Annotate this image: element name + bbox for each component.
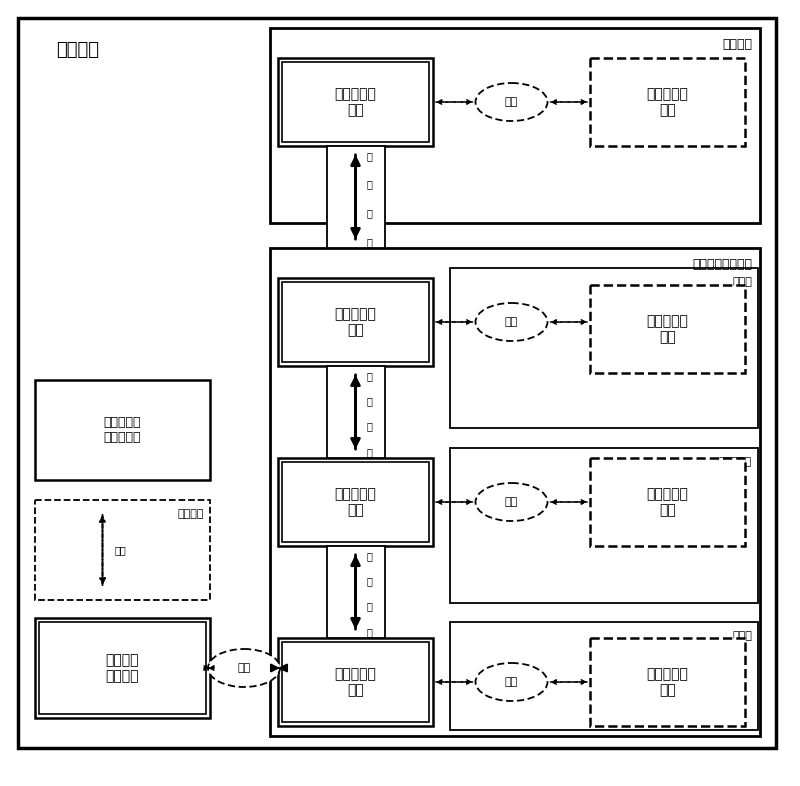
Text: 网络层移动
代理: 网络层移动 代理 <box>646 314 689 344</box>
Bar <box>282 462 429 542</box>
Bar <box>450 268 758 428</box>
Bar <box>590 638 745 726</box>
Text: 应用层静止
代理: 应用层静止 代理 <box>334 87 377 117</box>
Text: 理: 理 <box>366 180 373 189</box>
Text: 物理层: 物理层 <box>732 631 752 641</box>
Bar <box>278 458 433 546</box>
Text: 位置管理: 位置管理 <box>178 509 204 519</box>
Bar <box>278 638 433 726</box>
Bar <box>35 380 210 480</box>
Bar <box>270 248 760 736</box>
Text: 理: 理 <box>366 576 373 586</box>
Bar <box>450 448 758 603</box>
Bar <box>450 622 758 730</box>
Ellipse shape <box>208 649 280 687</box>
Text: 物理层移动
代理: 物理层移动 代理 <box>646 667 689 697</box>
Text: 交互: 交互 <box>238 663 250 673</box>
Text: 管: 管 <box>366 551 373 561</box>
Bar <box>326 366 385 458</box>
Text: 卫星实体: 卫星实体 <box>57 41 99 59</box>
Text: 区: 区 <box>366 421 373 432</box>
Bar <box>590 458 745 546</box>
Text: 同步: 同步 <box>114 545 126 555</box>
Bar <box>282 282 429 362</box>
Text: 域: 域 <box>366 447 373 457</box>
Text: 通信管理静止代理: 通信管理静止代理 <box>692 258 752 270</box>
Bar <box>39 622 206 714</box>
Bar <box>35 618 210 718</box>
Text: 域: 域 <box>366 237 373 247</box>
Text: 网络层静止
代理: 网络层静止 代理 <box>334 307 377 337</box>
Ellipse shape <box>475 83 547 121</box>
Text: 区: 区 <box>366 208 373 219</box>
Bar <box>282 642 429 722</box>
Text: 业务模块: 业务模块 <box>722 38 752 50</box>
Text: 管: 管 <box>366 151 373 161</box>
Text: 应用层移动
代理: 应用层移动 代理 <box>646 87 689 117</box>
Text: 交互: 交互 <box>505 677 518 687</box>
Bar <box>326 146 385 248</box>
Bar <box>590 58 745 146</box>
Bar <box>590 285 745 373</box>
Bar <box>278 58 433 146</box>
Ellipse shape <box>475 303 547 341</box>
Text: 链路层移动
代理: 链路层移动 代理 <box>646 487 689 517</box>
Bar <box>282 62 429 142</box>
Ellipse shape <box>475 663 547 701</box>
Bar <box>270 28 760 223</box>
Ellipse shape <box>475 483 547 521</box>
Text: 理: 理 <box>366 396 373 406</box>
Text: 交互: 交互 <box>505 497 518 507</box>
Bar <box>326 546 385 638</box>
Text: 管: 管 <box>366 371 373 381</box>
Text: 物理层静止
代理: 物理层静止 代理 <box>334 667 377 697</box>
Text: 网络层: 网络层 <box>732 277 752 287</box>
Text: 域: 域 <box>366 627 373 637</box>
Text: 地面监控中
心移动代理: 地面监控中 心移动代理 <box>104 416 142 444</box>
Bar <box>278 278 433 366</box>
Text: 数据链路层: 数据链路层 <box>719 457 752 467</box>
Bar <box>35 500 210 600</box>
Text: 区: 区 <box>366 601 373 612</box>
Text: 交互: 交互 <box>505 317 518 327</box>
Text: 位置管理
静止代理: 位置管理 静止代理 <box>106 653 139 683</box>
Text: 交互: 交互 <box>505 97 518 107</box>
Text: 链路层静止
代理: 链路层静止 代理 <box>334 487 377 517</box>
